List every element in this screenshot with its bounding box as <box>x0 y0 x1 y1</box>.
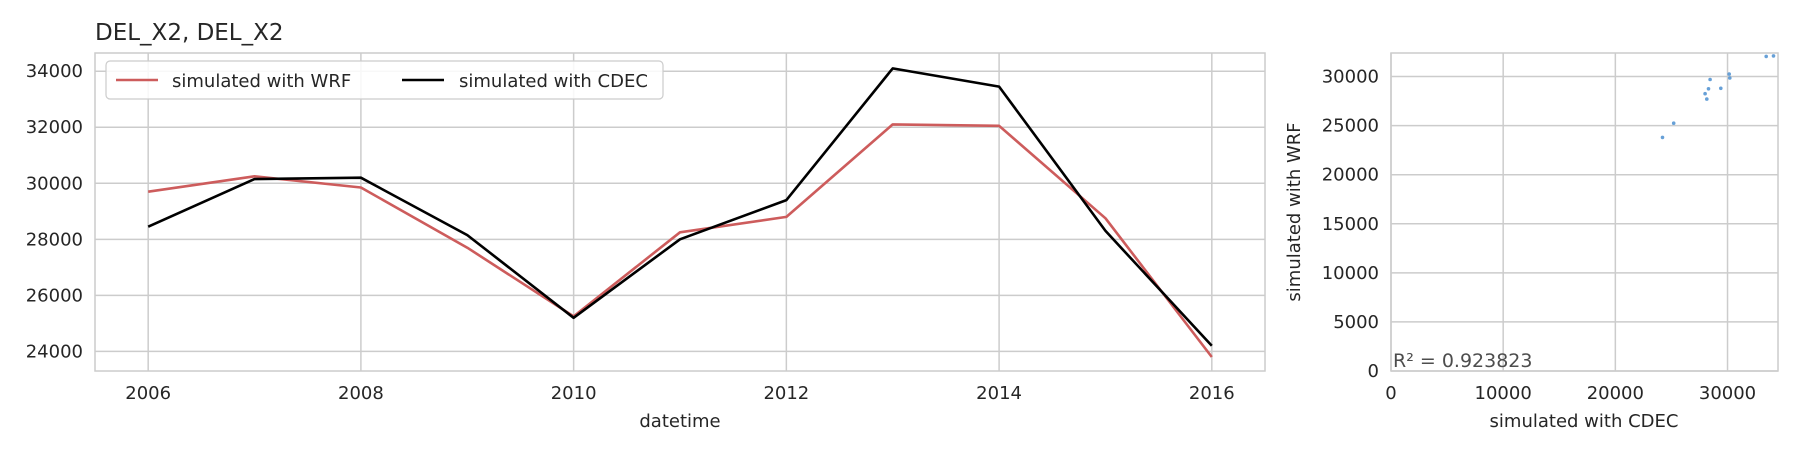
scatter-y-tick-label: 0 <box>1368 361 1379 382</box>
x-tick-label: 2012 <box>763 383 809 404</box>
scatter-point <box>1708 77 1712 82</box>
scatter-y-tick-label: 15000 <box>1322 214 1379 235</box>
scatter-y-tick-label: 5000 <box>1333 312 1379 333</box>
scatter-point <box>1660 135 1665 140</box>
scatter-y-tick-label: 25000 <box>1322 116 1379 137</box>
x-axis-label: datetime <box>639 411 720 432</box>
line-plot-area <box>94 52 1266 372</box>
x-tick-label: 2014 <box>976 383 1022 404</box>
chart-title: DEL_X2, DEL_X2 <box>95 20 284 46</box>
y-tick-label: 32000 <box>26 117 83 138</box>
legend-label-wrf: simulated with WRF <box>172 71 351 92</box>
scatter-y-tick-label: 10000 <box>1322 263 1379 284</box>
scatter-point <box>1671 121 1676 125</box>
x-tick-label: 2016 <box>1189 383 1235 404</box>
scatter-x-axis-label: simulated with CDEC <box>1490 411 1679 432</box>
r-squared-annotation: R² = 0.923823 <box>1393 350 1532 372</box>
line-series <box>147 67 1213 358</box>
scatter-y-axis-label: simulated with WRF <box>1284 122 1305 301</box>
scatter-y-tick-label: 20000 <box>1322 165 1379 186</box>
x-tick-label: 2006 <box>125 383 171 404</box>
scatter-plot-area <box>1390 52 1779 372</box>
scatter-points <box>1660 54 1776 140</box>
line-tick-labels: 2006 2008 2010 2012 2014 2016 24000 26000 28000 3… <box>26 61 1235 404</box>
scatter-grid <box>1390 53 1778 372</box>
legend-label-cdec: simulated with CDEC <box>459 71 648 92</box>
y-tick-label: 24000 <box>26 341 83 362</box>
x-tick-label: 2008 <box>338 383 384 404</box>
series-line-wrf <box>148 123 1213 358</box>
scatter-point <box>1727 72 1731 76</box>
y-tick-label: 30000 <box>26 173 83 194</box>
scatter-point <box>1705 97 1709 101</box>
scatter-x-tick-label: 10000 <box>1475 383 1532 404</box>
y-tick-label: 28000 <box>26 229 83 250</box>
x-tick-label: 2010 <box>551 383 597 404</box>
series-line-cdec <box>147 67 1213 347</box>
legend: simulated with WRF simulated with CDEC <box>105 60 664 100</box>
scatter-x-tick-label: 30000 <box>1699 383 1756 404</box>
scatter-x-tick-label: 0 <box>1385 383 1396 404</box>
scatter-point <box>1706 87 1711 91</box>
scatter-point <box>1771 54 1776 58</box>
scatter-point <box>1703 91 1707 96</box>
legend-box <box>105 60 664 100</box>
scatter-point <box>1719 86 1723 91</box>
scatter-point <box>1728 76 1732 80</box>
scatter-point <box>1764 54 1768 59</box>
y-tick-label: 26000 <box>26 285 83 306</box>
scatter-x-tick-label: 20000 <box>1587 383 1644 404</box>
y-tick-label: 34000 <box>26 61 83 82</box>
scatter-tick-labels: 0 10000 20000 30000 0 5000 10000 15000 20000 2500… <box>1322 67 1756 404</box>
scatter-y-tick-label: 30000 <box>1322 67 1379 88</box>
